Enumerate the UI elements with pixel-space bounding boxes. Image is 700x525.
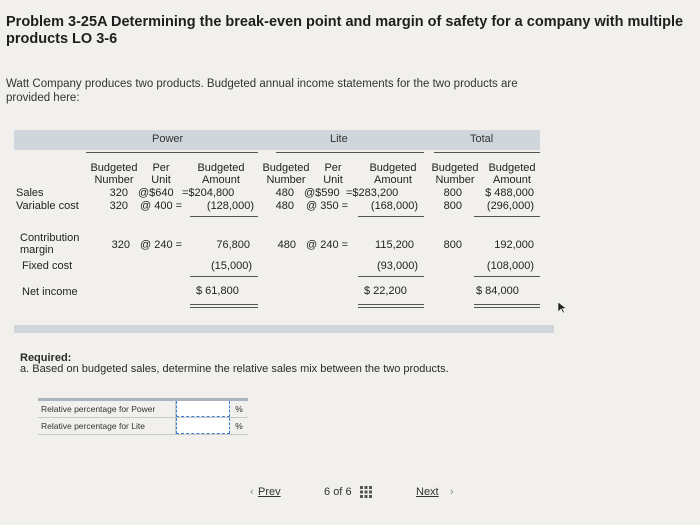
net-total-amount: $ 84,000: [476, 285, 519, 297]
sales-total-amount: $ 488,000: [485, 187, 534, 199]
row-label-net: Net income: [22, 286, 78, 298]
sub-budgeted-l2: Budgeted: [369, 162, 417, 174]
fixed-power-amount: (15,000): [211, 260, 252, 272]
sales-total-number: 800: [443, 187, 462, 199]
sales-lite-amount: =$283,200: [346, 187, 399, 199]
group-lite: Lite: [330, 133, 348, 145]
variable-lite-price: @ 350 =: [306, 200, 349, 212]
cm-power-price: @ 240 =: [140, 239, 183, 251]
income-statement-table: Power Lite Total Budgeted Per Budgeted B…: [14, 130, 540, 320]
percent-unit-lite: %: [235, 421, 243, 431]
cm-lite-number: 480: [277, 239, 296, 251]
sub-per-l: Per: [324, 162, 342, 174]
sub-amount-l: Amount: [374, 174, 412, 186]
sales-power-price: @$640: [138, 187, 174, 199]
sub-budgeted-l: Budgeted: [262, 162, 310, 174]
sales-lite-number: 480: [275, 187, 294, 199]
chevron-right-icon[interactable]: ›: [450, 486, 454, 498]
sub-per-p: Per: [152, 162, 170, 174]
sales-power-amount: =$204,800: [182, 187, 235, 199]
sub-budgeted-t: Budgeted: [431, 162, 479, 174]
next-button[interactable]: Next: [416, 486, 439, 498]
grid-icon[interactable]: [360, 486, 372, 498]
percent-unit-power: %: [235, 404, 243, 414]
table-footer-band: [14, 325, 554, 333]
chevron-left-icon[interactable]: ‹: [250, 486, 254, 498]
sub-number-l: Number: [266, 174, 306, 186]
cm-power-amount: 76,800: [216, 239, 250, 251]
mouse-cursor-icon: [558, 302, 568, 314]
row-label-fixed: Fixed cost: [22, 260, 73, 272]
cm-power-number: 320: [111, 239, 130, 251]
variable-power-amount: (128,000): [206, 200, 254, 212]
sub-number-t: Number: [435, 174, 475, 186]
group-total: Total: [470, 133, 494, 145]
problem-title: Problem 3-25A Determining the break-even…: [6, 14, 684, 47]
required-heading: Required:: [20, 352, 72, 364]
sub-amount-t: Amount: [493, 174, 531, 186]
variable-power-price: @ 400 =: [140, 200, 183, 212]
row-label-variable: Variable cost: [16, 200, 79, 212]
row-label-margin: margin: [20, 244, 54, 256]
answer-row-power: Relative percentage for Power %: [38, 401, 248, 418]
answer-label-lite: Relative percentage for Lite: [38, 418, 176, 434]
pagination: ‹ Prev 6 of 6 Next ›: [250, 484, 480, 502]
row-label-contribution: Contribution: [20, 232, 80, 244]
lite-percentage-input[interactable]: [176, 418, 230, 434]
required-part-a: a. Based on budgeted sales, determine th…: [20, 363, 449, 375]
cm-lite-amount: 115,200: [375, 239, 414, 251]
row-label-sales: Sales: [16, 187, 44, 199]
sub-number-p: Number: [94, 174, 134, 186]
variable-lite-number: 480: [275, 200, 294, 212]
page-indicator: 6 of 6: [324, 486, 352, 498]
cm-lite-price: @ 240 =: [306, 239, 349, 251]
sales-power-number: 320: [109, 187, 128, 199]
sub-budgeted-t2: Budgeted: [488, 162, 536, 174]
page-of: of: [333, 486, 343, 498]
sub-budgeted-p: Budgeted: [90, 162, 138, 174]
prev-button[interactable]: Prev: [258, 486, 281, 498]
net-lite-amount: $ 22,200: [364, 285, 407, 297]
variable-lite-amount: (168,000): [370, 200, 418, 212]
net-power-amount: $ 61,800: [196, 285, 239, 297]
cm-total-number: 800: [443, 239, 462, 251]
fixed-total-amount: (108,000): [486, 260, 534, 272]
sub-amount-p: Amount: [202, 174, 240, 186]
sub-budgeted-p2: Budgeted: [197, 162, 245, 174]
page-total: 6: [345, 486, 352, 498]
variable-total-number: 800: [443, 200, 462, 212]
page-current: 6: [324, 486, 331, 498]
variable-total-amount: (296,000): [486, 200, 534, 212]
sales-lite-price: @$590: [304, 187, 340, 199]
cm-total-amount: 192,000: [494, 239, 534, 251]
fixed-lite-amount: (93,000): [377, 260, 418, 272]
sub-unit-l: Unit: [323, 174, 343, 186]
group-power: Power: [152, 133, 184, 145]
problem-intro: Watt Company produces two products. Budg…: [6, 78, 518, 104]
table-group-header: Power Lite Total: [14, 130, 540, 150]
power-percentage-input[interactable]: [176, 401, 230, 417]
answer-table: Relative percentage for Power % Relative…: [38, 398, 248, 435]
answer-row-lite: Relative percentage for Lite %: [38, 418, 248, 435]
answer-label-power: Relative percentage for Power: [38, 401, 176, 417]
sub-unit-p: Unit: [151, 174, 171, 186]
variable-power-number: 320: [109, 200, 128, 212]
